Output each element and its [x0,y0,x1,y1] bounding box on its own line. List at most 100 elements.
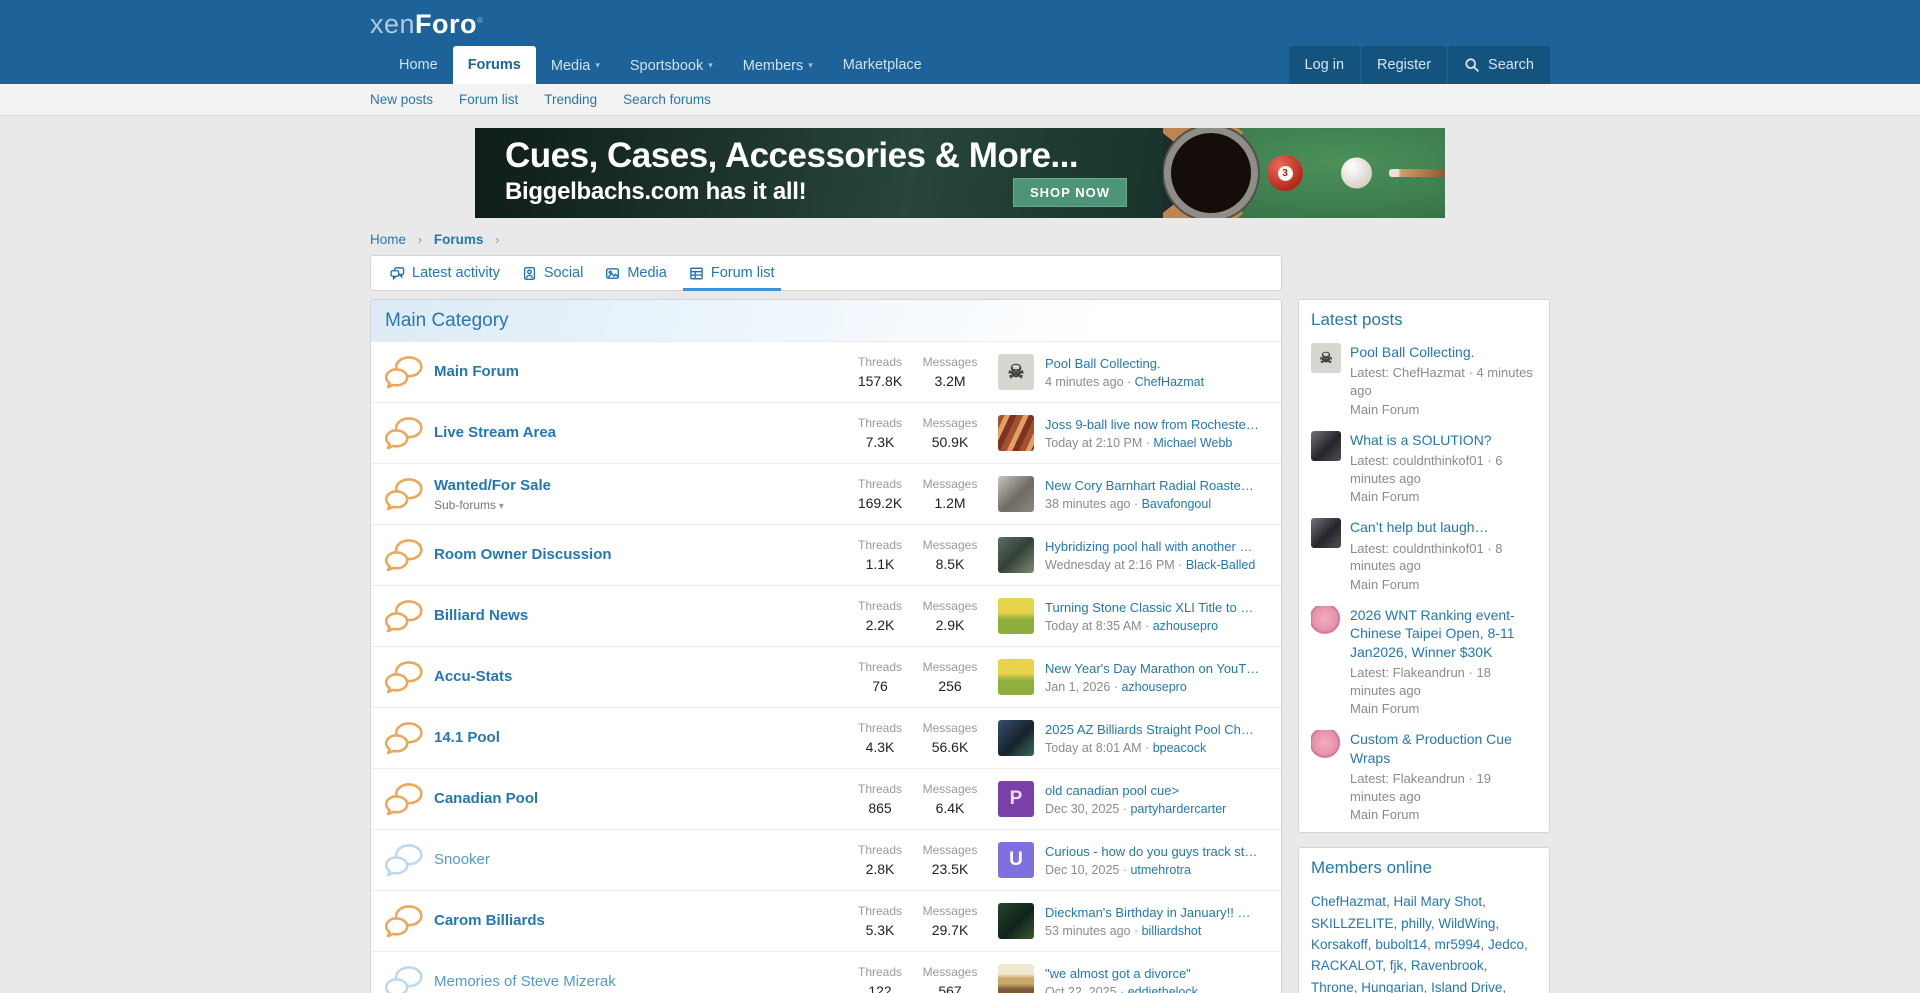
latest-thread-meta: Wednesday at 2:16 PM · Black-Balled [1045,557,1256,572]
member-link[interactable]: Island Drive [1431,980,1506,993]
login-button[interactable]: Log in [1288,46,1361,84]
avatar[interactable] [998,537,1034,573]
member-link[interactable]: fjk [1390,958,1411,973]
avatar[interactable] [1311,430,1341,461]
latest-post-title-link[interactable]: Pool Ball Collecting. [1350,344,1475,360]
avatar[interactable] [1311,518,1341,549]
member-link[interactable]: mr5994 [1435,937,1488,952]
forum-title-link[interactable]: Canadian Pool [434,790,539,807]
nav-item-home[interactable]: Home [399,57,438,73]
latest-post-title-link[interactable]: 2026 WNT Ranking event-Chinese Taipei Op… [1350,606,1515,660]
latest-thread-link[interactable]: New Cory Barnhart Radial Roaste… [1045,477,1254,493]
forum-title-link[interactable]: Memories of Steve Mizerak [434,973,616,990]
member-link[interactable]: bubolt14 [1375,937,1434,952]
shop-now-button[interactable]: SHOP NOW [1013,177,1127,207]
nav-item-members[interactable]: Members ▾ [742,58,813,74]
avatar[interactable] [998,903,1034,939]
register-button[interactable]: Register [1361,46,1448,84]
avatar[interactable] [1311,730,1341,761]
forum-title-link[interactable]: Billiard News [434,607,529,624]
latest-thread-link[interactable]: Pool Ball Collecting. [1045,355,1161,371]
tab-latest-activity[interactable]: Latest activity [379,256,511,290]
tab-forum-list[interactable]: Forum list [678,256,786,291]
subnav-search-forums[interactable]: Search forums [623,92,711,107]
latest-thread-link[interactable]: "we almost got a divorce" [1045,965,1191,981]
avatar[interactable] [998,415,1034,451]
latest-thread-user-link[interactable]: Bavafongoul [1141,496,1212,511]
avatar[interactable] [998,659,1034,695]
member-link[interactable]: philly [1401,916,1438,931]
member-link[interactable]: Hungarian [1361,980,1431,993]
nav-item-sportsbook[interactable]: Sportsbook ▾ [629,58,713,74]
latest-thread-link[interactable]: Joss 9-ball live now from Rocheste… [1045,416,1259,432]
latest-thread-link[interactable]: old canadian pool cue> [1045,782,1180,798]
latest-thread-link[interactable]: New Year's Day Marathon on YouT… [1045,660,1260,676]
latest-post-title-link[interactable]: What is a SOLUTION? [1350,431,1492,448]
forum-title-link[interactable]: 14.1 Pool [434,729,500,746]
latest-thread-user-link[interactable]: eddiethelock [1127,984,1198,993]
latest-thread-link[interactable]: Dieckman's Birthday in January!! … [1045,904,1251,920]
member-link[interactable]: Ravenbrook [1411,958,1488,973]
latest-thread-user-link[interactable]: utmehrotra [1130,862,1191,877]
avatar[interactable] [998,476,1034,512]
latest-post-meta: Latest: couldnthinkof01 · 6 minutes ago [1350,453,1503,486]
forum-title-link[interactable]: Room Owner Discussion [434,546,612,563]
avatar[interactable] [998,598,1034,634]
latest-thread-user-link[interactable]: ChefHazmat [1134,374,1205,389]
forum-title-link[interactable]: Snooker [434,851,490,868]
subforums-toggle[interactable]: Sub-forums [434,498,845,512]
breadcrumb-home[interactable]: Home [370,232,407,247]
avatar[interactable] [998,720,1034,756]
forum-title-link[interactable]: Carom Billiards [434,912,545,929]
member-link[interactable]: Jedco [1488,937,1528,952]
forum-title-link[interactable]: Main Forum [434,363,519,380]
subnav-trending[interactable]: Trending [544,92,598,107]
latest-thread-user-link[interactable]: partyhardercarter [1130,801,1227,816]
nav-item-marketplace[interactable]: Marketplace [842,57,922,73]
messages-count: 56.6K [931,739,969,755]
member-link[interactable]: ChefHazmat [1311,894,1394,909]
avatar[interactable]: ☠ [998,354,1034,390]
latest-thread-user-link[interactable]: azhousepro [1121,679,1187,694]
member-link[interactable]: SKILLZELITE [1311,916,1401,931]
ad-banner-subline: Biggelbachs.com has it all! [505,178,807,206]
latest-thread-link[interactable]: Hybridizing pool hall with another … [1045,538,1253,554]
latest-thread-link[interactable]: Turning Stone Classic XLI Title to … [1045,599,1254,615]
latest-thread-user-link[interactable]: bpeacock [1152,740,1207,755]
latest-thread-user-link[interactable]: Black-Balled [1185,557,1256,572]
category-title[interactable]: Main Category [371,300,1281,341]
ad-banner-headline: Cues, Cases, Accessories & More... [505,136,1079,175]
subnav-new-posts[interactable]: New posts [370,92,434,107]
forum-title-link[interactable]: Live Stream Area [434,424,557,441]
avatar[interactable]: P [998,781,1034,817]
latest-thread-user-link[interactable]: azhousepro [1152,618,1219,633]
forum-view-tabs: Latest activity Social Media Forum list [370,255,1282,291]
search-button[interactable]: Search [1448,46,1550,84]
nav-item-media[interactable]: Media ▾ [550,58,600,74]
latest-post-title-link[interactable]: Can’t help but laugh… [1350,519,1489,536]
tab-social[interactable]: Social [511,256,595,290]
forum-title-link[interactable]: Accu-Stats [434,668,513,685]
subnav-forum-list[interactable]: Forum list [459,92,519,107]
latest-post-title-link[interactable]: Custom & Production Cue Wraps [1350,731,1512,766]
breadcrumb-forums[interactable]: Forums [433,232,484,247]
ad-banner[interactable]: Cues, Cases, Accessories & More... Bigge… [475,128,1445,218]
nav-item-forums[interactable]: Forums [452,46,536,84]
avatar[interactable]: ☠ [1311,343,1341,373]
messages-stat: Messages 2.9K [915,599,985,633]
member-link[interactable]: Throne [1311,980,1361,993]
latest-thread-user-link[interactable]: billiardshot [1141,923,1202,938]
member-link[interactable]: RACKALOT [1311,958,1390,973]
latest-thread-link[interactable]: 2025 AZ Billiards Straight Pool Ch… [1045,721,1254,737]
member-link[interactable]: WildWing [1438,916,1499,931]
avatar[interactable]: U [998,842,1034,878]
member-link[interactable]: Hail Mary Shot [1394,894,1486,909]
avatar[interactable] [1311,605,1341,636]
latest-thread-link[interactable]: Curious - how do you guys track st… [1045,843,1258,859]
tab-media[interactable]: Media [594,256,678,290]
latest-thread-user-link[interactable]: Michael Webb [1153,435,1233,450]
avatar[interactable] [998,964,1034,993]
xenforo-logo[interactable]: xenForo® [370,9,484,39]
member-link[interactable]: Korsakoff [1311,937,1375,952]
forum-title-link[interactable]: Wanted/For Sale [434,476,551,494]
